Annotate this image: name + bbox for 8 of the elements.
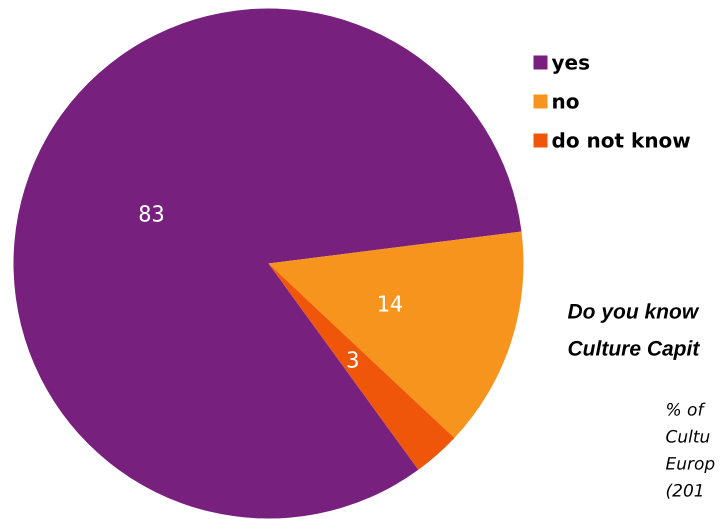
legend-label: do not know (552, 128, 691, 152)
data-label: 83 (138, 202, 165, 228)
text: % of Cultu Europ (201 (666, 400, 716, 502)
data-label: 3 (346, 348, 360, 374)
legend-label: yes (552, 50, 590, 74)
legend-label: no (552, 90, 580, 114)
data-label: 14 (376, 292, 404, 318)
text: Do you know Culture Capit (568, 300, 700, 360)
